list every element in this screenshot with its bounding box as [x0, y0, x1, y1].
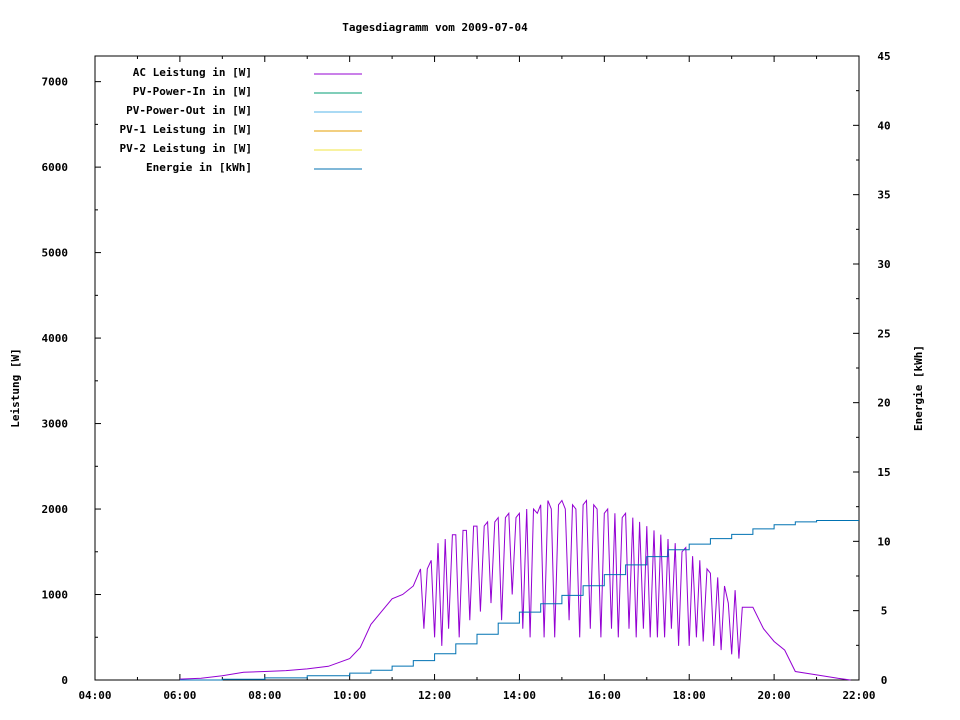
- x-tick-label: 06:00: [163, 689, 196, 702]
- y2-tick-label: 40: [877, 119, 890, 132]
- legend-label: PV-1 Leistung in [W]: [120, 123, 252, 136]
- chart-title: Tagesdiagramm vom 2009-07-04: [342, 21, 528, 34]
- x-tick-label: 14:00: [503, 689, 536, 702]
- y2-tick-label: 20: [877, 397, 890, 410]
- axes: [94, 55, 860, 681]
- y2-tick-label: 35: [877, 189, 890, 202]
- y2-tick-label: 15: [877, 466, 890, 479]
- legend-label: PV-Power-Out in [W]: [126, 104, 252, 117]
- y2-tick-label: 10: [877, 535, 890, 548]
- x-tick-label: 08:00: [248, 689, 281, 702]
- series-layer: [179, 499, 859, 681]
- y2-tick-label: 0: [881, 674, 888, 687]
- y2-tick-label: 45: [877, 50, 890, 63]
- y-tick-label: 4000: [42, 332, 69, 345]
- y-axis-label: Leistung [W]: [9, 348, 22, 427]
- y-tick-label: 6000: [42, 161, 69, 174]
- series-line-1: [179, 520, 859, 681]
- x-tick-label: 20:00: [758, 689, 791, 702]
- legend-label: AC Leistung in [W]: [133, 66, 252, 79]
- y2-tick-label: 30: [877, 258, 890, 271]
- y2-tick-label: 25: [877, 327, 890, 340]
- y-tick-label: 2000: [42, 503, 69, 516]
- y-tick-label: 1000: [42, 589, 69, 602]
- x-tick-label: 16:00: [588, 689, 621, 702]
- x-tick-label: 12:00: [418, 689, 451, 702]
- y-tick-label: 3000: [42, 418, 69, 431]
- x-tick-label: 04:00: [78, 689, 111, 702]
- legend-label: Energie in [kWh]: [146, 161, 252, 174]
- x-tick-label: 18:00: [673, 689, 706, 702]
- y2-tick-label: 5: [881, 605, 888, 618]
- tick-labels: 04:00 06:00 08:00 10:00 12:00 14:00 16:00 18:00…: [42, 50, 891, 702]
- x-tick-label: 22:00: [842, 689, 875, 702]
- y-tick-label: 7000: [42, 76, 69, 89]
- y2-axis-label: Energie [kWh]: [912, 345, 925, 431]
- series-line-0: [179, 499, 851, 681]
- legend-label: PV-2 Leistung in [W]: [120, 142, 252, 155]
- y-tick-label: 5000: [42, 247, 69, 260]
- legend: AC Leistung in [W] PV-Power-In in [W] PV-P…: [120, 66, 362, 174]
- x-tick-label: 10:00: [333, 689, 366, 702]
- y-tick-label: 0: [61, 674, 68, 687]
- legend-label: PV-Power-In in [W]: [133, 85, 252, 98]
